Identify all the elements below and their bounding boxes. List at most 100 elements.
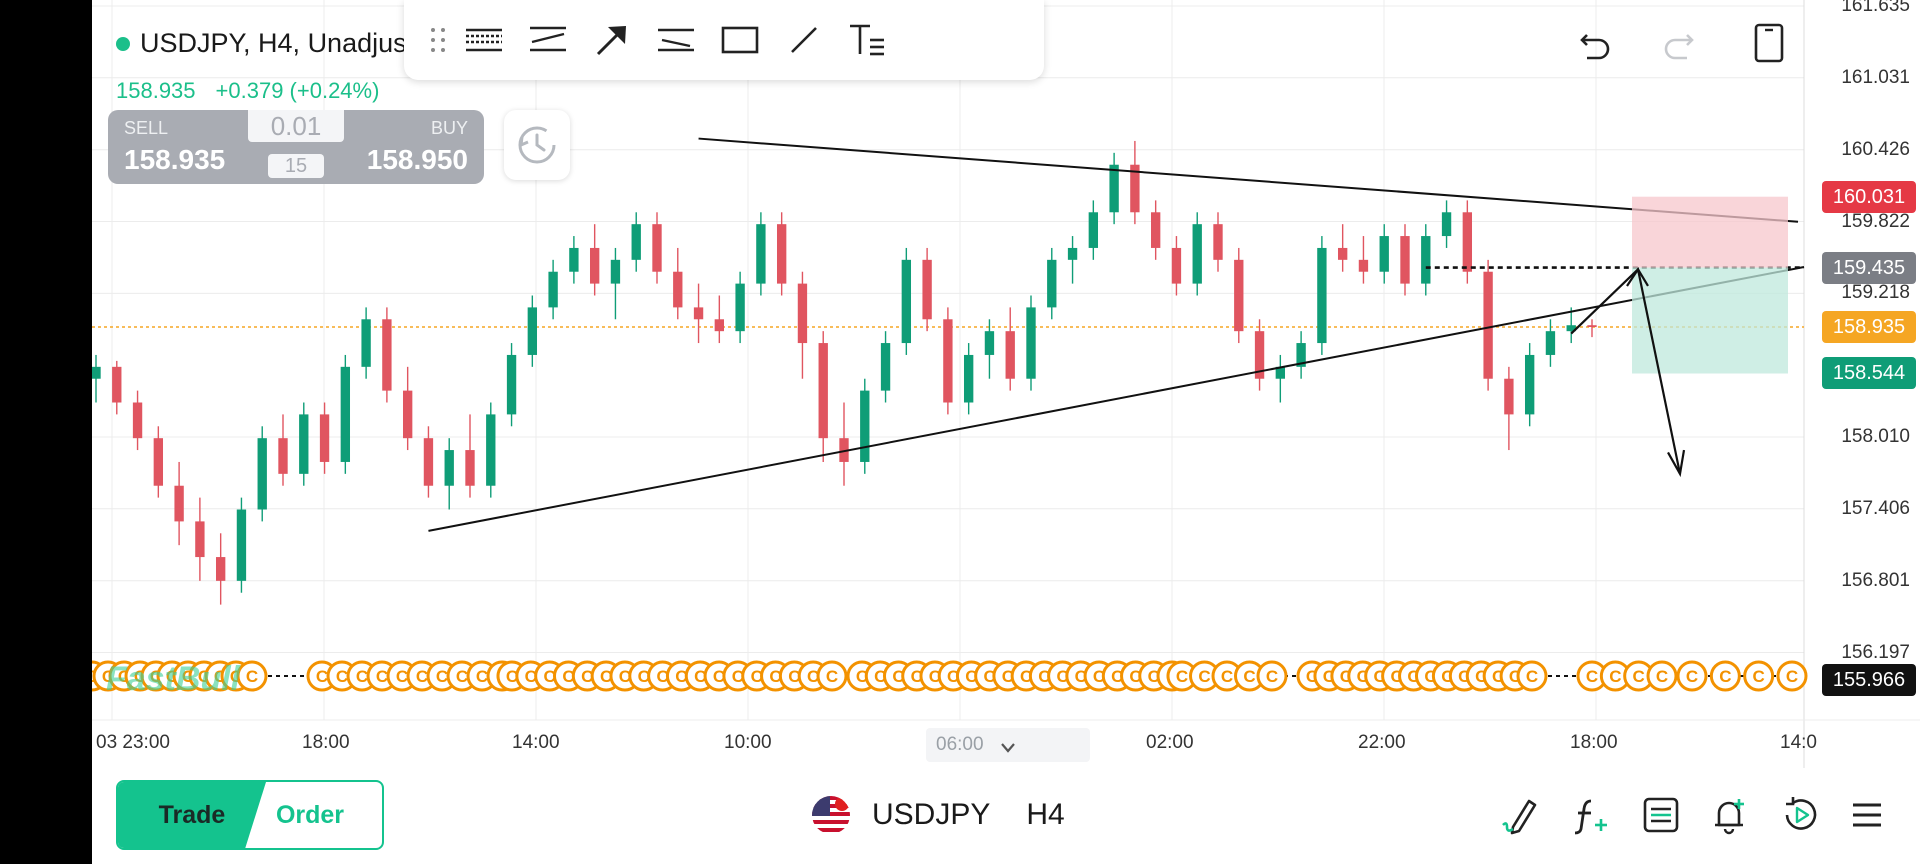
tab-order[interactable]: Order [275, 801, 345, 829]
price-tag: 158.935 [1822, 311, 1916, 343]
price-axis-label: 157.406 [1841, 497, 1910, 519]
chevron-down-icon [1001, 743, 1015, 753]
chart-settings-icon [1643, 797, 1679, 833]
candle-body [444, 450, 454, 486]
event-marker-label: C [336, 667, 348, 686]
menu-button[interactable] [1842, 790, 1892, 840]
candle-body [631, 224, 641, 260]
symbol-selector[interactable]: USDJPY H4 [812, 796, 1065, 834]
bottom-timeframe[interactable]: H4 [1026, 798, 1065, 831]
clock-reset-icon [518, 126, 556, 164]
rectangle-icon[interactable] [708, 8, 772, 72]
candle-body [1171, 247, 1182, 284]
event-marker-label: C [929, 667, 941, 686]
candle-body [1587, 325, 1597, 328]
trend-line-icon[interactable] [772, 8, 836, 72]
sell-button[interactable]: 158.935 [124, 144, 226, 175]
candle-body [236, 509, 247, 581]
drawing-tools-icon [1502, 799, 1537, 835]
candle-body [839, 438, 849, 462]
event-marker-icon [1776, 660, 1808, 692]
trade-order-tabs: Trade Order [116, 780, 384, 850]
reset-chart-button[interactable] [504, 110, 570, 180]
event-marker-label: C [416, 667, 428, 686]
event-marker-label: C [1020, 667, 1032, 686]
phone-rotate-icon [1754, 23, 1784, 63]
candle-body [1192, 224, 1202, 284]
tab-trade[interactable]: Trade [118, 782, 266, 848]
event-marker-label: C [619, 667, 631, 686]
undo-button[interactable] [1568, 18, 1622, 72]
candle-body [1109, 164, 1119, 213]
rotate-screen-button[interactable] [1742, 16, 1796, 70]
time-axis-label: 03 23:00 [96, 732, 170, 753]
event-marker-label: C [356, 667, 368, 686]
take-profit-zone [1632, 267, 1788, 374]
candle-body [1379, 236, 1389, 272]
time-axis-label: 22:00 [1358, 732, 1406, 753]
candle-body [1130, 164, 1140, 213]
candle-body [278, 438, 288, 474]
chart-settings-button[interactable] [1636, 790, 1686, 840]
fib-retracement-icon[interactable] [644, 8, 708, 72]
projection-arrowhead-up [1626, 267, 1649, 287]
candle-body [714, 319, 725, 332]
text-tool-icon[interactable] [836, 8, 900, 72]
event-marker-label: C [436, 667, 448, 686]
candle-body [1337, 247, 1348, 260]
replay-button[interactable] [1776, 790, 1826, 840]
candle-body [1254, 331, 1265, 379]
candle-body [92, 366, 101, 379]
candle-body [1400, 236, 1410, 284]
candle-body [112, 366, 122, 403]
price-alert-button[interactable] [1706, 790, 1756, 840]
candle-body [1026, 307, 1036, 379]
candle-body [1088, 212, 1099, 248]
parallel-channel-icon[interactable] [452, 8, 516, 72]
symbol-header[interactable]: USDJPY, H4, Unadjus [116, 28, 407, 59]
candle-body [1317, 247, 1327, 344]
event-marker-label: C [694, 667, 706, 686]
candle-body [901, 259, 912, 344]
drawing-tools-button[interactable] [1496, 790, 1546, 840]
event-marker-icon [1516, 660, 1548, 692]
event-marker-label: C [911, 667, 923, 686]
lot-size-input[interactable]: 0.01 [248, 110, 344, 142]
buy-button[interactable]: 158.950 [366, 144, 468, 175]
candle-body [963, 354, 974, 403]
event-marker-label: C [1586, 667, 1598, 686]
candle-body [673, 271, 683, 308]
candle-body [132, 402, 143, 439]
candle-body [486, 414, 496, 486]
arrow-icon[interactable] [580, 8, 644, 72]
event-marker-label: C [1266, 667, 1278, 686]
candle-body [693, 307, 704, 320]
candle-body [1234, 259, 1244, 332]
buy-label: BUY [430, 118, 468, 138]
event-marker-label: C [1719, 667, 1731, 686]
candle-body [1462, 212, 1473, 272]
regression-trend-icon[interactable] [516, 8, 580, 72]
event-marker-label: C [544, 667, 556, 686]
drag-handle-icon[interactable] [424, 8, 452, 72]
us-flag-icon [812, 796, 850, 834]
candle-body [1067, 247, 1078, 260]
time-axis-label: 14:0 [1780, 732, 1817, 753]
candle-body [1213, 224, 1223, 260]
replay-icon [1785, 797, 1817, 830]
event-marker-label: C [892, 667, 904, 686]
event-marker-icon [1743, 660, 1775, 692]
price-axis-label: 160.426 [1841, 138, 1910, 160]
indicators-button[interactable] [1566, 790, 1616, 840]
candle-body [340, 366, 351, 462]
event-marker-icon [1709, 660, 1741, 692]
event-marker-label: C [525, 667, 537, 686]
trend-line-upper [698, 137, 1799, 223]
redo-button[interactable] [1652, 18, 1706, 72]
price-axis-label: 161.635 [1841, 0, 1910, 16]
indicators-icon [1574, 799, 1607, 835]
last-price: 158.935 [116, 78, 196, 103]
candle-body [1047, 259, 1057, 308]
